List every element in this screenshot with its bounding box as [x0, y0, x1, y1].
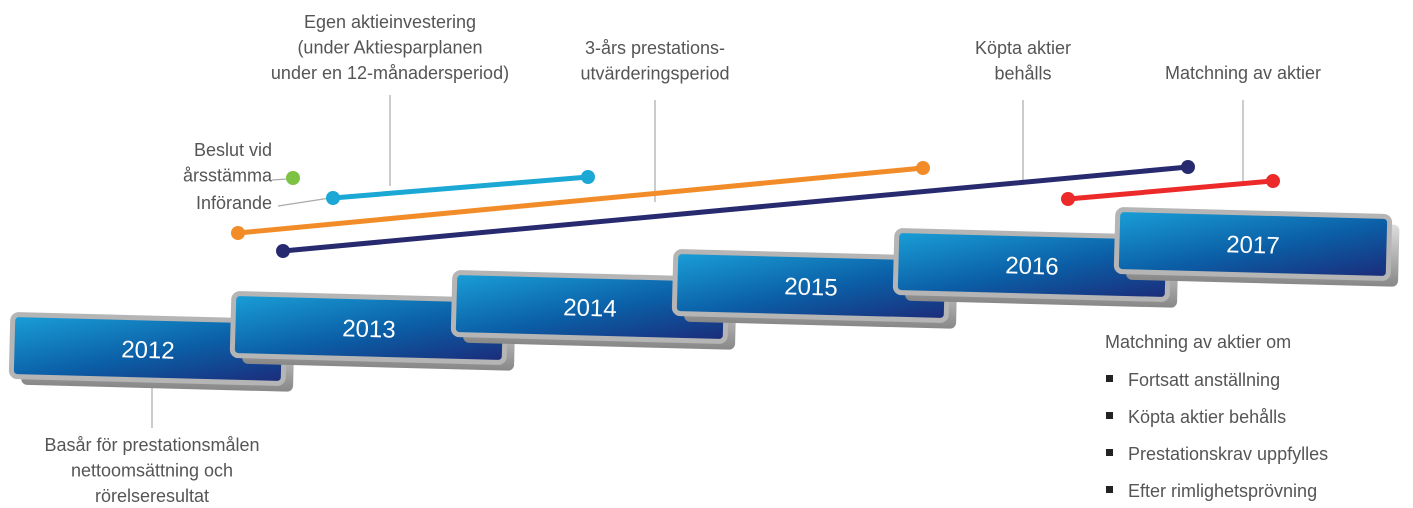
annotation-text: Basår för prestationsmålen — [44, 435, 259, 455]
block-face — [1113, 207, 1393, 281]
year-label: 2014 — [563, 294, 617, 322]
year-block: 2016 — [892, 228, 1179, 308]
period-line — [330, 174, 591, 201]
annotation-text: 3-års prestations- — [585, 38, 725, 58]
connectors — [151, 95, 1244, 428]
year-block: 2014 — [450, 270, 737, 350]
annotation-text: Införande — [196, 193, 272, 213]
annotation-text: behålls — [994, 64, 1051, 84]
year-block: 2015 — [671, 249, 958, 329]
year-blocks: 2012 2013 2014 2015 2016 2017 — [8, 207, 1400, 392]
conditions-title: Matchning av aktier om — [1105, 332, 1291, 352]
annotation-text: nettoomsättning och — [71, 461, 233, 481]
period-lines — [231, 160, 1280, 258]
period-line — [280, 164, 1191, 254]
annotation-text: rörelseresultat — [95, 486, 209, 506]
bullet — [1106, 449, 1113, 456]
condition-item: Köpta aktier behålls — [1128, 407, 1286, 427]
year-block: 2012 — [8, 312, 295, 392]
bullet — [1106, 412, 1113, 419]
condition-item: Fortsatt anställning — [1128, 370, 1280, 390]
year-label: 2013 — [342, 315, 396, 343]
bullet — [1106, 375, 1113, 382]
dot — [1061, 192, 1075, 206]
annotation-text: Beslut vid — [194, 140, 272, 160]
dot — [286, 171, 300, 185]
dot — [1181, 160, 1195, 174]
connector — [277, 197, 331, 207]
year-block: 2013 — [229, 291, 516, 371]
year-label: 2016 — [1005, 252, 1059, 280]
annotation-text: årsstämma — [183, 166, 273, 186]
condition-item: Efter rimlighetsprövning — [1128, 481, 1317, 501]
dot — [581, 170, 595, 184]
year-label: 2012 — [121, 336, 175, 364]
annotation-text: Matchning av aktier — [1165, 63, 1321, 83]
annotation-text: under en 12-månadersperiod) — [271, 63, 509, 83]
dot — [231, 226, 245, 240]
dot — [1266, 174, 1280, 188]
bullet — [1106, 486, 1113, 493]
condition-item: Prestationskrav uppfylles — [1128, 444, 1328, 464]
year-label: 2017 — [1226, 231, 1280, 259]
year-block: 2017 — [1113, 207, 1400, 287]
annotation-text: Köpta aktier — [975, 38, 1071, 58]
conditions: Matchning av aktier om Fortsatt anställni… — [1105, 332, 1328, 501]
period-line — [235, 165, 926, 236]
dot — [326, 191, 340, 205]
annotation-text: utvärderingsperiod — [580, 64, 729, 84]
year-label: 2015 — [784, 273, 838, 301]
period-line — [1065, 178, 1276, 202]
connector — [271, 178, 288, 181]
annotation-text: Egen aktieinvestering — [304, 12, 476, 32]
dot — [916, 161, 930, 175]
dot — [276, 244, 290, 258]
annotations: Egen aktieinvestering (under Aktiesparpla… — [44, 12, 1321, 506]
annotation-text: (under Aktiesparplanen — [297, 38, 482, 58]
